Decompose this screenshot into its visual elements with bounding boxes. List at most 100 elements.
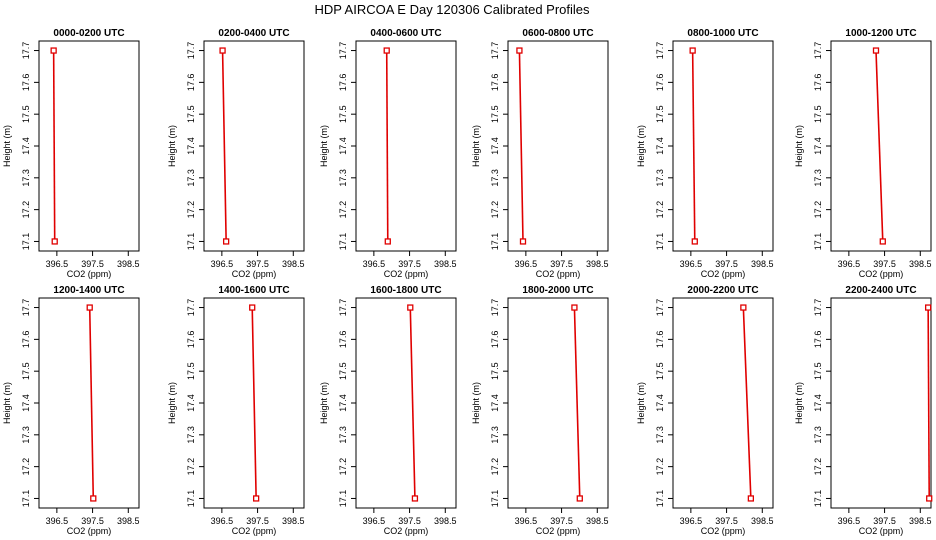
y-tick-label: 17.3 [813,169,823,187]
x-tick-label: 397.5 [81,516,104,526]
y-tick-label: 17.7 [490,299,500,317]
y-tick-label: 17.3 [490,169,500,187]
plot-frame [830,297,932,509]
plot-frame [203,40,305,252]
y-tick-label: 17.4 [813,394,823,412]
panel-title: 0800-1000 UTC [687,28,758,39]
x-tick-label: 398.5 [586,516,609,526]
x-tick-label: 396.5 [363,516,386,526]
profile-line [875,50,884,242]
y-axis-label: Height (m) [636,382,646,424]
y-tick-label: 17.5 [338,105,348,123]
x-axis-label: CO2 (ppm) [536,269,581,279]
panel-title: 1800-2000 UTC [522,285,593,296]
x-tick-label: 397.5 [715,259,738,269]
y-tick-label: 17.1 [21,233,31,251]
x-tick-label: 398.5 [434,516,457,526]
data-point [86,304,93,311]
x-tick-label: 396.5 [515,259,538,269]
plot-frame [672,40,774,252]
y-tick-label: 17.1 [186,233,196,251]
y-axis-label: Height (m) [794,382,804,424]
y-tick-label: 17.4 [21,394,31,412]
y-tick-label: 17.5 [490,105,500,123]
y-tick-label: 17.2 [21,458,31,476]
y-tick-label: 17.1 [186,490,196,508]
y-tick-label: 17.1 [655,233,665,251]
y-axis-label: Height (m) [167,382,177,424]
y-tick-label: 17.2 [490,458,500,476]
y-axis-label: Height (m) [319,382,329,424]
y-tick-label: 17.2 [338,201,348,219]
data-point [926,495,933,502]
plot-frame [507,297,609,509]
y-tick-label: 17.7 [813,42,823,60]
panel-title: 2000-2200 UTC [687,285,758,296]
y-tick-label: 17.3 [186,426,196,444]
plot-frame [38,297,140,509]
x-tick-label: 398.5 [751,516,774,526]
y-tick-label: 17.6 [655,331,665,349]
x-tick-label: 398.5 [909,516,932,526]
x-tick-label: 396.5 [46,259,69,269]
y-tick-label: 17.7 [490,42,500,60]
y-tick-label: 17.6 [338,331,348,349]
x-tick-label: 397.5 [873,516,896,526]
y-axis-label: Height (m) [471,125,481,167]
y-tick-label: 17.1 [338,490,348,508]
panel-title: 2200-2400 UTC [845,285,916,296]
y-tick-label: 17.1 [21,490,31,508]
data-point [924,304,932,311]
y-tick-label: 17.7 [21,42,31,60]
y-axis-label: Height (m) [794,125,804,167]
plot-frame [672,297,774,509]
x-tick-label: 396.5 [838,259,861,269]
y-axis-label: Height (m) [167,125,177,167]
y-tick-label: 17.3 [655,426,665,444]
data-point [384,238,391,245]
y-tick-label: 17.1 [338,233,348,251]
data-point [51,238,58,245]
x-tick-label: 397.5 [398,516,421,526]
plot-frame [355,40,457,252]
data-point [50,47,57,54]
plot-frame [830,40,932,252]
x-axis-label: CO2 (ppm) [384,526,429,536]
data-point [691,238,698,245]
data-point [252,495,260,502]
panel-title: 1000-1200 UTC [845,28,916,39]
profile-line [385,50,389,242]
profile-line [221,50,227,242]
y-tick-label: 17.3 [21,426,31,444]
y-tick-label: 17.2 [186,201,196,219]
x-tick-label: 397.5 [550,259,573,269]
panel-title: 1600-1800 UTC [370,285,441,296]
y-tick-label: 17.4 [490,394,500,412]
y-tick-label: 17.1 [813,233,823,251]
y-axis-label: Height (m) [319,125,329,167]
panel-title: 0200-0400 UTC [218,28,289,39]
y-tick-label: 17.5 [655,105,665,123]
data-point [249,304,256,311]
x-tick-label: 398.5 [282,259,305,269]
y-axis-label: Height (m) [471,382,481,424]
data-point [689,47,696,54]
profile-line [251,307,257,499]
x-tick-label: 398.5 [117,516,140,526]
y-tick-label: 17.4 [338,137,348,155]
data-point [519,238,527,245]
x-tick-label: 398.5 [434,259,457,269]
y-tick-label: 17.2 [813,201,823,219]
data-point [411,495,419,502]
y-tick-label: 17.6 [813,74,823,92]
y-tick-label: 17.4 [21,137,31,155]
y-tick-label: 17.3 [21,169,31,187]
data-point [747,495,755,502]
y-tick-label: 17.7 [813,299,823,317]
y-tick-label: 17.5 [21,105,31,123]
profile-line [742,307,752,499]
y-tick-label: 17.7 [338,299,348,317]
y-tick-label: 17.7 [186,299,196,317]
plot-frame [355,297,457,509]
x-tick-label: 398.5 [751,259,774,269]
